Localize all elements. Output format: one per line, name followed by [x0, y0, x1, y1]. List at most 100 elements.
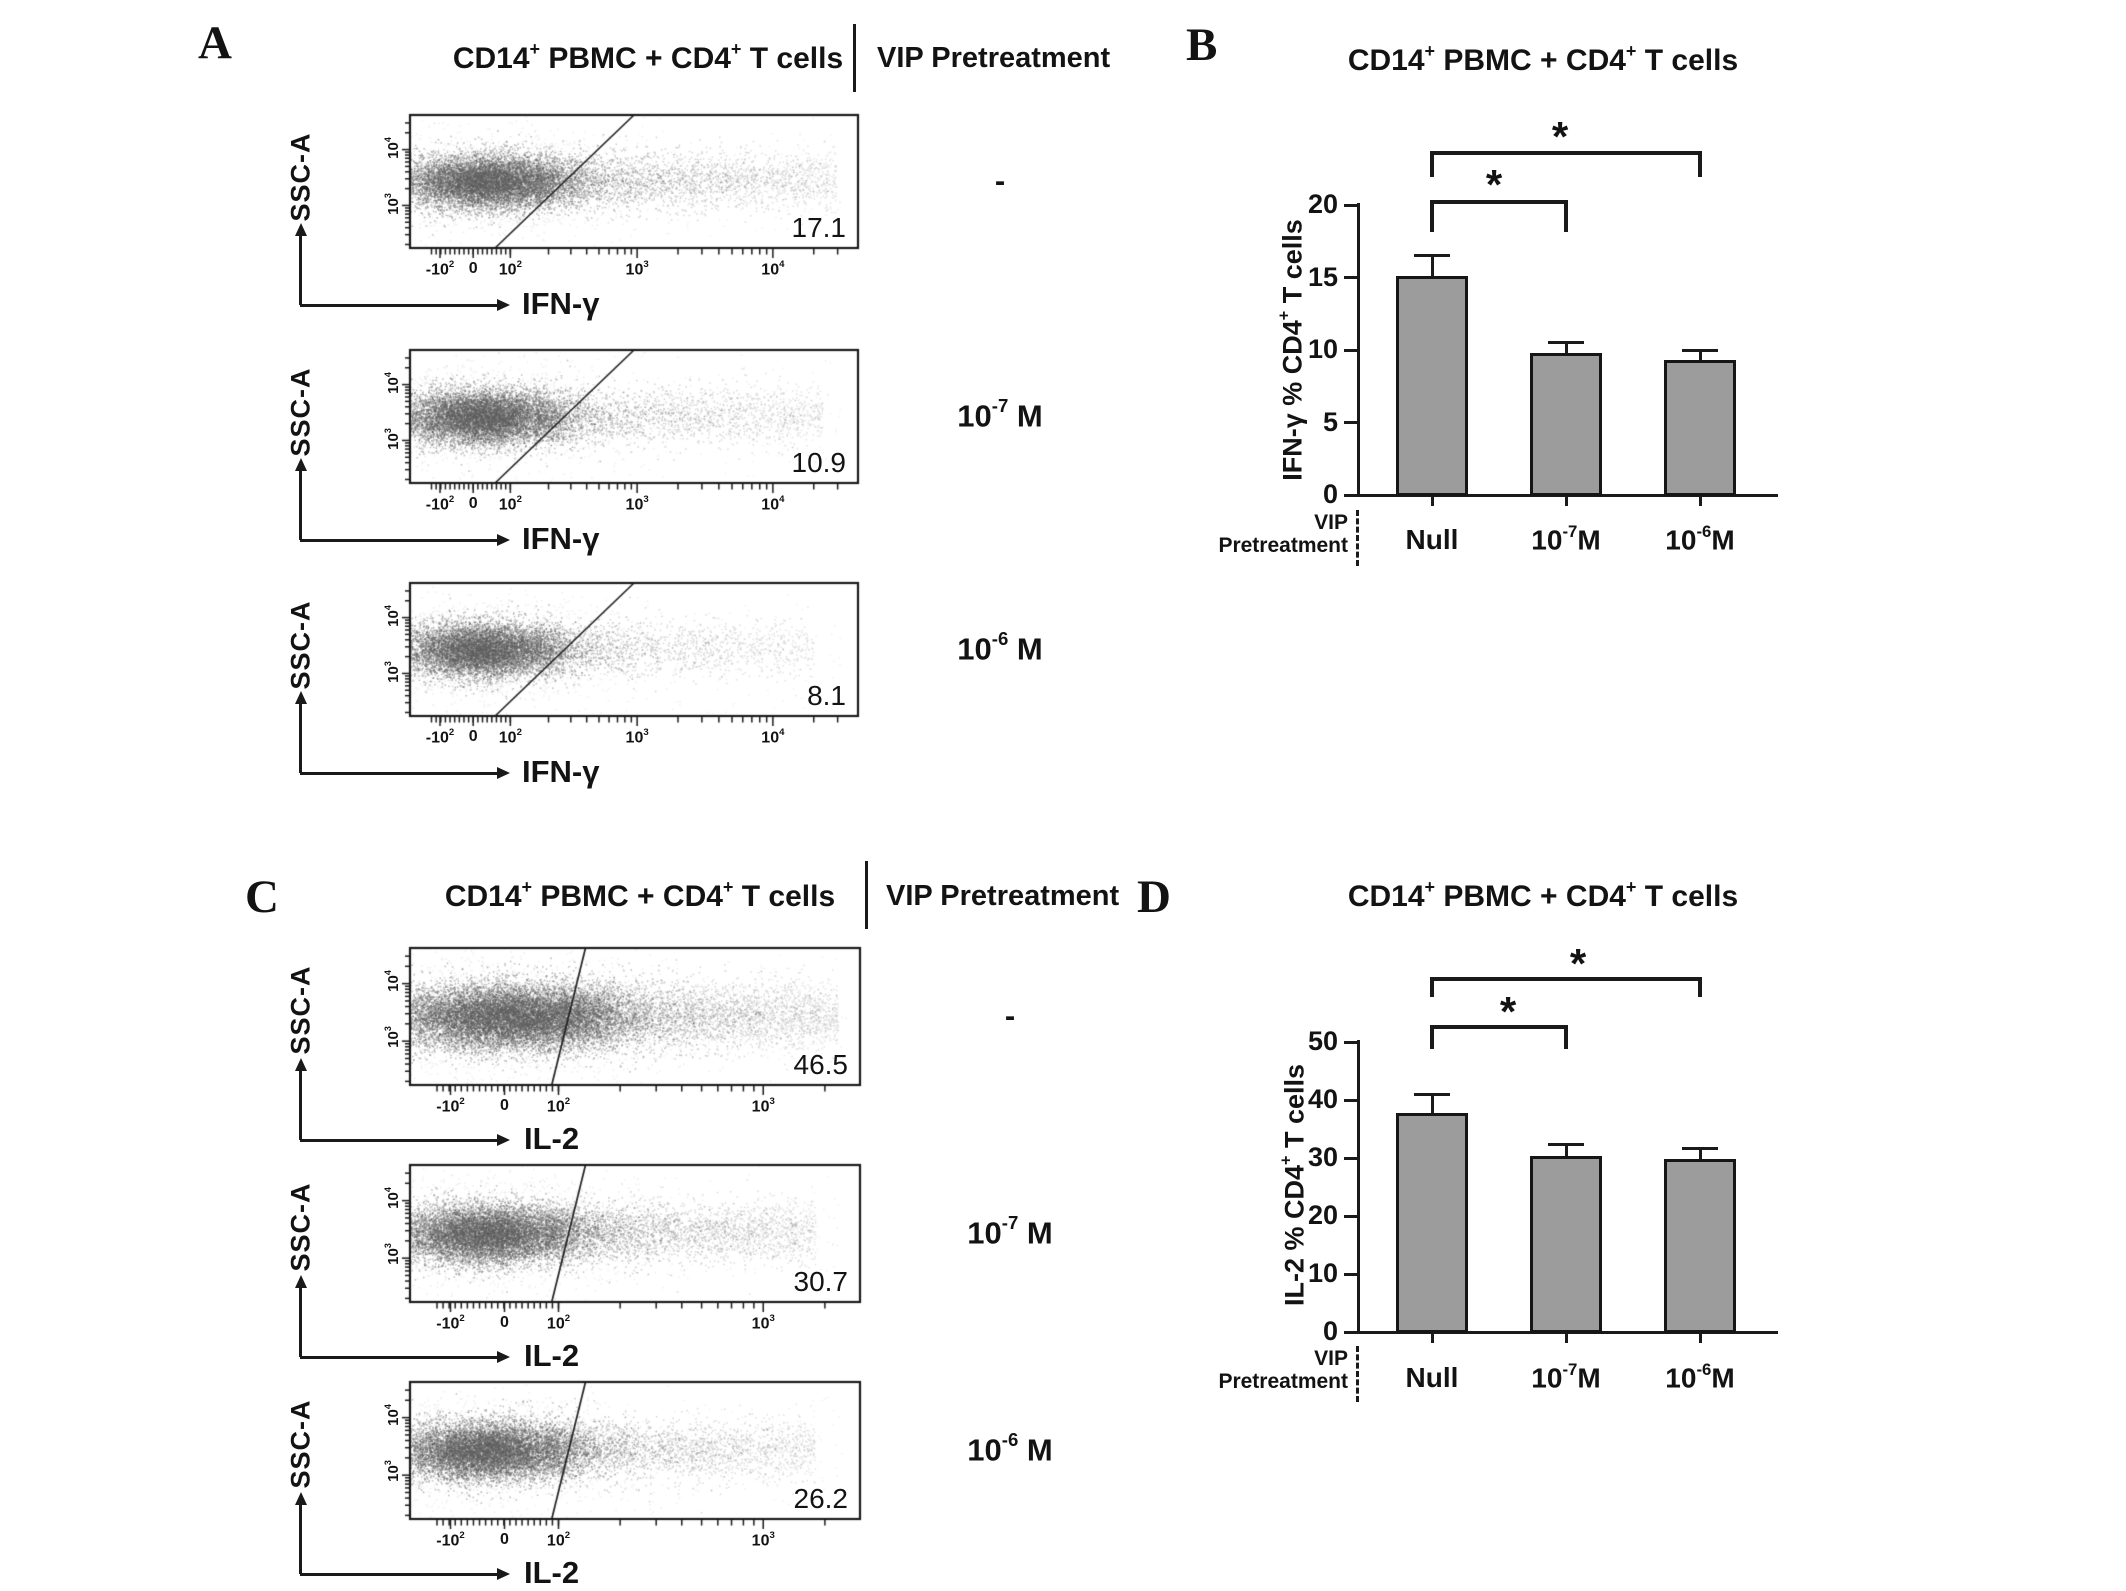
x-axis-arrowhead-icon: [497, 1350, 510, 1363]
y-tick: [1344, 1098, 1357, 1102]
treatment-label: 10-7 M: [957, 395, 1043, 433]
y-tick-label: 104: [382, 372, 402, 394]
y-axis-label: SSC-A: [285, 132, 316, 222]
y-axis-arrow: [299, 702, 302, 773]
y-axis-arrow: [299, 1286, 302, 1357]
x-tick-label: -102: [436, 1312, 465, 1333]
x-tick-label: 0: [500, 1531, 509, 1548]
x-tick-label: -102: [436, 1095, 465, 1116]
x-axis-label: IL-2: [524, 1121, 580, 1156]
y-tick-label: 104: [382, 970, 402, 992]
y-tick-label: 103: [382, 661, 402, 683]
error-bar: [1564, 1144, 1568, 1156]
significance-bracket-end: [1430, 151, 1434, 177]
bar-3: [1664, 360, 1736, 497]
x-tick: [1698, 496, 1702, 506]
significance-star: *: [1569, 940, 1587, 987]
y-tick: [1344, 1040, 1357, 1044]
panel_b-label: B: [1186, 19, 1218, 71]
significance-star: *: [1499, 988, 1517, 1035]
x-axis-caption-line2: Pretreatment: [1218, 534, 1348, 557]
x-axis-label: IL-2: [524, 1555, 580, 1590]
y-axis-label: SSC-A: [285, 965, 316, 1055]
x-tick-label: 103: [751, 1095, 775, 1116]
panel_d-label: D: [1137, 871, 1171, 923]
x-tick-label: 104: [761, 493, 785, 514]
y-tick-label: 103: [382, 1026, 402, 1048]
treatment-label: -: [1004, 997, 1016, 1033]
y-axis-arrow: [299, 1503, 302, 1574]
y-tick: [1344, 276, 1357, 279]
significance-bracket: [1430, 977, 1702, 981]
y-tick-label: 20: [1307, 189, 1338, 219]
x-tick-label: 103: [625, 258, 649, 279]
treatment-label: 10-6 M: [967, 1429, 1053, 1467]
axis-caption-divider: [1356, 1346, 1359, 1402]
x-axis-arrowhead-icon: [497, 1133, 510, 1146]
y-tick-label: 0: [1322, 1316, 1338, 1346]
x-category-label: 10-6M: [1665, 1359, 1735, 1394]
x-tick-label: 0: [500, 1314, 509, 1331]
x-tick: [1564, 1333, 1568, 1343]
treatment-label: 10-6 M: [957, 628, 1043, 666]
significance-bracket-end: [1430, 200, 1434, 232]
y-tick-label: 10: [1307, 334, 1338, 364]
x-tick-label: 102: [546, 1529, 571, 1550]
x-tick-label: 104: [761, 726, 785, 747]
significance-bracket-end: [1698, 151, 1702, 177]
error-bar: [1698, 1148, 1702, 1159]
y-tick-label: 103: [382, 1243, 402, 1265]
error-bar: [1698, 350, 1702, 361]
y-tick: [1344, 1272, 1357, 1276]
x-tick: [1430, 496, 1434, 506]
x-category-label: 10-7M: [1531, 521, 1601, 556]
flow-dot-plot-a1: [398, 111, 876, 270]
error-bar-cap: [1414, 254, 1450, 258]
bar-3: [1664, 1158, 1736, 1334]
x-tick-label: 103: [625, 493, 649, 514]
bar-2: [1530, 1155, 1602, 1334]
y-tick-label: 40: [1307, 1084, 1338, 1114]
y-tick-label: 30: [1307, 1142, 1338, 1172]
y-axis-arrowhead-icon: [294, 691, 307, 704]
significance-bracket-end: [1430, 1025, 1434, 1049]
y-tick-label: 104: [382, 137, 402, 159]
y-axis-arrow: [299, 1069, 302, 1140]
y-tick-label: 5: [1322, 406, 1338, 437]
panel_c-title: CD14+ PBMC + CD4+ T cells: [444, 876, 836, 913]
x-tick-label: 103: [751, 1529, 775, 1550]
y-tick-label: 104: [382, 605, 402, 627]
significance-bracket: [1430, 200, 1568, 204]
x-axis-label: IFN-γ: [522, 521, 600, 556]
panel_b-title: CD14+ PBMC + CD4+ T cells: [1347, 40, 1739, 77]
x-category-label: 10-6M: [1665, 521, 1735, 556]
panel_d-title: CD14+ PBMC + CD4+ T cells: [1347, 876, 1739, 913]
vip-pretreatment-header: VIP Pretreatment: [877, 42, 1111, 74]
error-bar-cap: [1548, 341, 1584, 345]
vip-pretreatment-header: VIP Pretreatment: [886, 880, 1120, 912]
error-bar: [1430, 1094, 1434, 1114]
x-tick-label: 0: [468, 260, 478, 277]
axis-caption-divider: [1356, 510, 1359, 566]
significance-bracket: [1430, 151, 1702, 155]
x-tick-label: -102: [425, 493, 455, 514]
error-bar-cap: [1682, 1147, 1718, 1151]
y-tick-label: 103: [382, 428, 402, 450]
x-tick-label: 0: [468, 728, 478, 745]
x-axis-arrow: [300, 538, 497, 542]
x-axis-arrowhead-icon: [497, 1567, 510, 1580]
y-axis-label: SSC-A: [285, 1399, 316, 1489]
x-axis-arrow: [300, 303, 497, 307]
treatment-label: 10-7 M: [967, 1212, 1053, 1250]
y-tick: [1344, 1214, 1357, 1218]
x-axis-label: IFN-γ: [522, 286, 600, 321]
y-tick-label: 20: [1307, 1200, 1338, 1230]
gate-percentage: 30.7: [793, 1266, 849, 1297]
flow-dot-plot-c1: [398, 944, 876, 1107]
y-axis: [1357, 1040, 1360, 1334]
y-axis-label: SSC-A: [285, 600, 316, 690]
x-axis-arrowhead-icon: [497, 766, 510, 779]
gate-percentage: 10.9: [791, 447, 847, 478]
y-tick: [1344, 1330, 1357, 1334]
y-axis-arrowhead-icon: [294, 1492, 307, 1505]
